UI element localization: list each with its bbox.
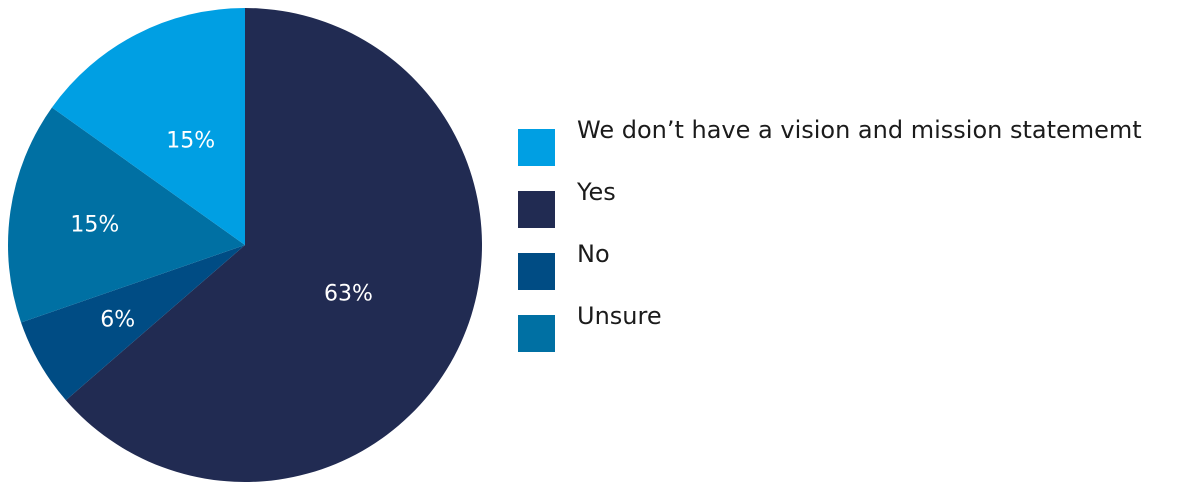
pie-slice-we-don-t-have-a-vision-and-mission-statememt bbox=[51, 8, 246, 245]
pie-slices bbox=[8, 8, 482, 482]
legend-item-no: No bbox=[518, 232, 1142, 294]
chart-legend: We don’t have a vision and mission state… bbox=[518, 108, 1142, 356]
legend-swatch bbox=[518, 252, 555, 290]
legend-swatch bbox=[518, 128, 555, 166]
pie-slice-yes bbox=[65, 8, 482, 482]
legend-item-unsure: Unsure bbox=[518, 294, 1142, 356]
pie-data-label: 15% bbox=[166, 129, 215, 154]
pie-data-label: 63% bbox=[324, 281, 373, 306]
legend-label: Unsure bbox=[577, 302, 662, 330]
legend-swatch bbox=[518, 314, 555, 352]
legend-label: We don’t have a vision and mission state… bbox=[577, 116, 1142, 144]
pie-data-label: 6% bbox=[100, 307, 135, 332]
pie-data-label: 15% bbox=[70, 212, 119, 237]
legend-item-no-statement: We don’t have a vision and mission state… bbox=[518, 108, 1142, 170]
pie-data-labels: 63% 6% 15% 15% bbox=[70, 129, 373, 333]
legend-item-yes: Yes bbox=[518, 170, 1142, 232]
pie-slice-no bbox=[21, 245, 245, 401]
pie-slice-unsure bbox=[8, 107, 245, 323]
legend-label: Yes bbox=[577, 178, 616, 206]
legend-swatch bbox=[518, 190, 555, 228]
legend-label: No bbox=[577, 240, 610, 268]
